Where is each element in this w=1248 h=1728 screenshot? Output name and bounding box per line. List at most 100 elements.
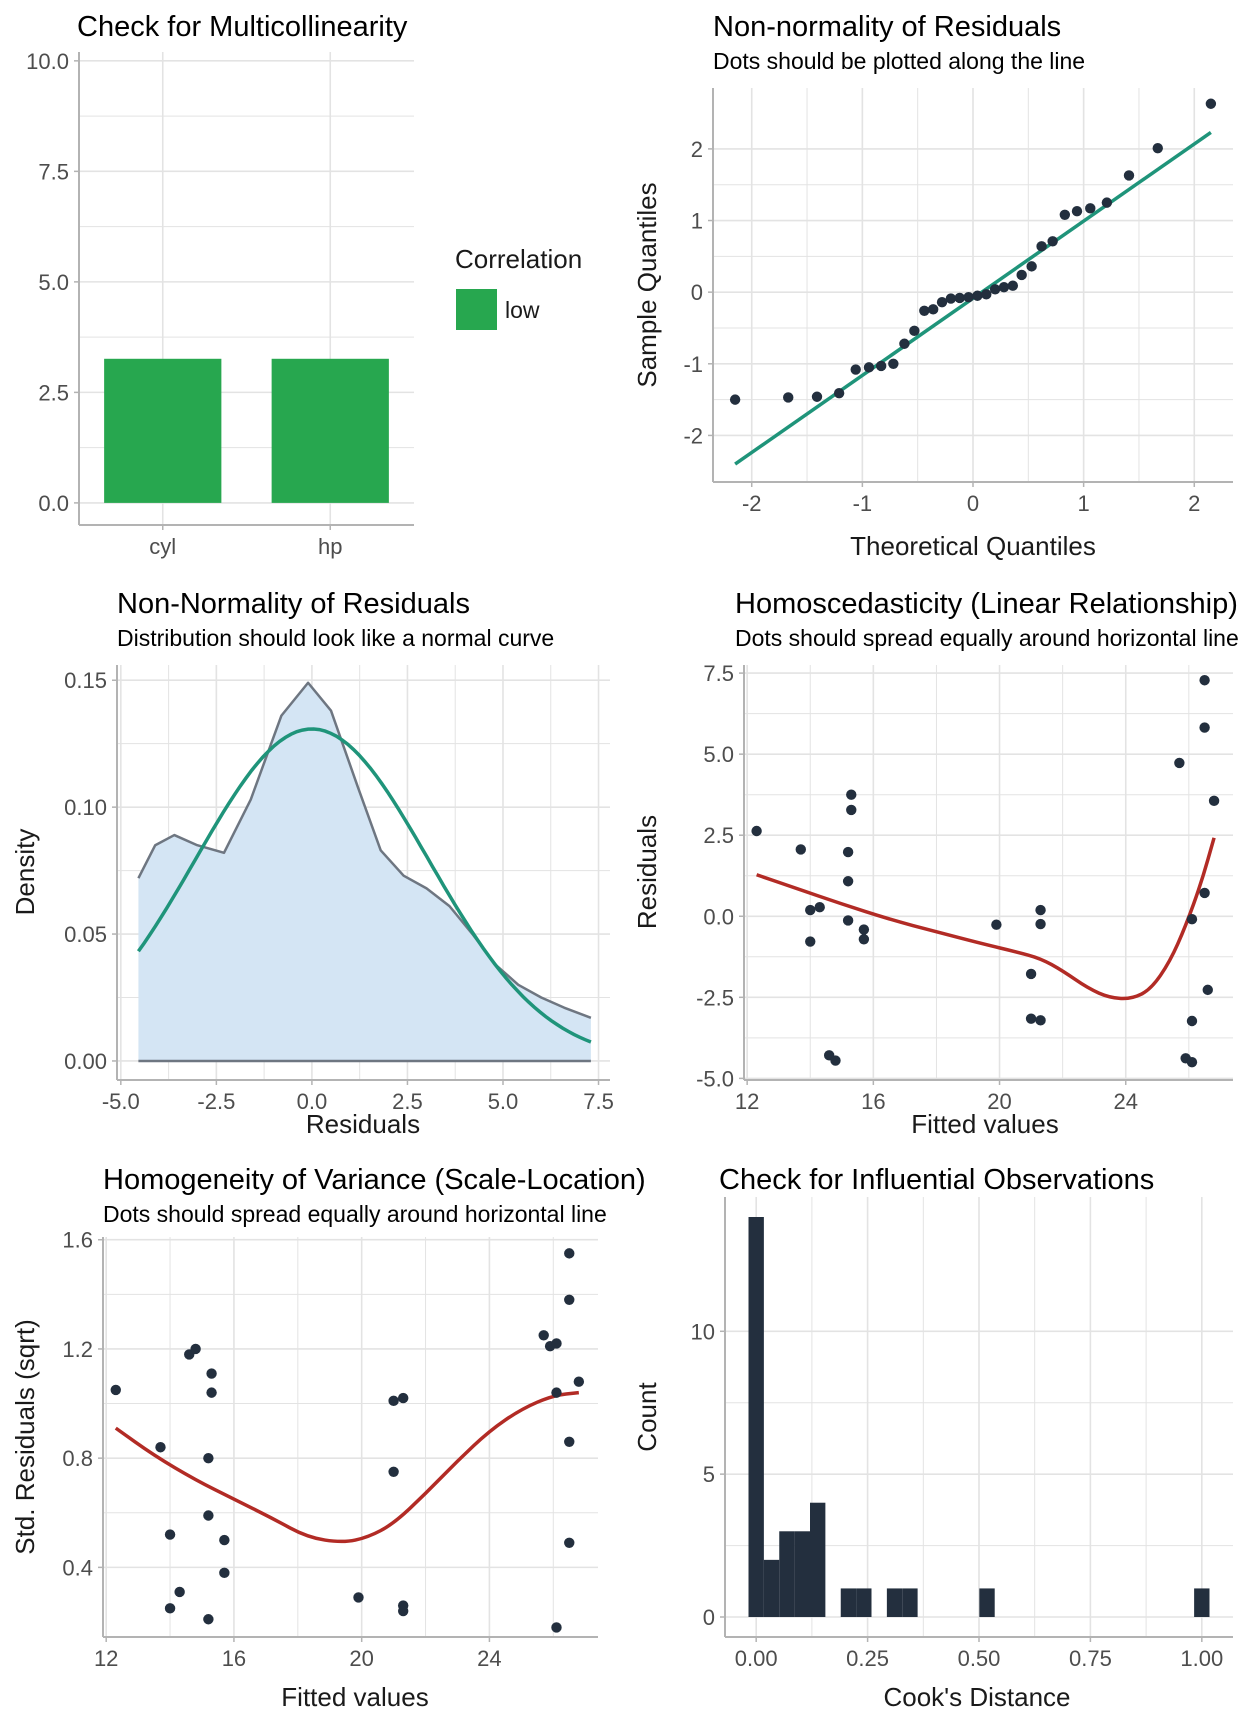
- residual-point: [564, 1248, 575, 1259]
- qq-point: [863, 362, 875, 373]
- legend-title: Correlation: [455, 244, 582, 274]
- x-axis-label: Cook's Distance: [883, 1682, 1070, 1712]
- residual-point: [842, 915, 854, 926]
- x-tick-label: -5.0: [102, 1089, 140, 1114]
- x-tick-label: 2: [1188, 491, 1200, 516]
- residual-point: [1199, 722, 1210, 733]
- residual-point: [1035, 918, 1046, 930]
- legend: Correlation low: [455, 244, 582, 330]
- normal-curve: [136, 727, 592, 1044]
- residual-point: [551, 1622, 562, 1633]
- residual-point: [805, 904, 816, 916]
- residual-point: [564, 1294, 575, 1305]
- qq-point: [972, 290, 983, 301]
- x-tick-label: 24: [477, 1646, 501, 1671]
- grid-homosc: [744, 665, 1233, 1080]
- residual-point: [842, 846, 854, 858]
- x-tick-label: 16: [222, 1646, 246, 1671]
- residual-point: [203, 1452, 214, 1464]
- chart-title: Check for Influential Observations: [719, 1164, 1154, 1196]
- residual-point: [551, 1387, 562, 1398]
- residual-point: [846, 789, 857, 800]
- histogram-bar: [979, 1588, 995, 1617]
- y-tick-label: 0.8: [62, 1446, 93, 1471]
- qq-point: [989, 284, 1001, 295]
- chart-title: Non-Normality of Residuals: [117, 588, 470, 620]
- x-tick-label: -2: [742, 491, 762, 516]
- qq-point: [899, 338, 910, 349]
- x-tick-label: 1.00: [1180, 1646, 1223, 1671]
- residual-point: [1025, 968, 1037, 980]
- qq-point: [1047, 236, 1058, 247]
- y-tick-label: -5.0: [696, 1066, 734, 1091]
- panel-cooks: 0 5 10 0.00 0.25 0.50 0.75 1.00 Check for Influe…: [632, 1164, 1233, 1712]
- residual-point: [1174, 757, 1185, 769]
- histogram-bar: [840, 1588, 857, 1617]
- plot-area-cooks: [748, 1217, 1210, 1617]
- qq-point: [998, 281, 1010, 293]
- histogram-bar: [1194, 1588, 1210, 1617]
- x-axis-label: Fitted values: [911, 1109, 1058, 1139]
- residual-point: [1035, 1015, 1046, 1026]
- x-tick-label: 2.5: [392, 1089, 423, 1114]
- residual-point: [846, 804, 857, 816]
- y-tick-label: 5: [703, 1462, 715, 1487]
- panel-homosc: -5.0 -2.5 0.0 2.5 5.0 7.5 12 16 20 24 Homoscedasti…: [632, 588, 1239, 1139]
- residual-point: [751, 825, 762, 837]
- qq-point: [850, 364, 861, 375]
- qq-point: [1007, 280, 1019, 291]
- histogram-bar: [886, 1588, 903, 1617]
- qq-point: [963, 291, 974, 303]
- bar-hp: [271, 358, 389, 503]
- residual-point: [538, 1330, 549, 1341]
- chart-title: Homogeneity of Variance (Scale-Location): [103, 1164, 646, 1196]
- qq-point: [927, 304, 939, 315]
- residual-point: [551, 1338, 562, 1349]
- y-tick-label: 0: [691, 280, 703, 305]
- chart-subtitle: Dots should spread equally around horizo…: [735, 625, 1239, 651]
- qq-point: [1059, 209, 1071, 220]
- residual-point: [353, 1592, 364, 1603]
- y-tick-label: 7.5: [703, 661, 734, 686]
- x-tick-label: cyl: [149, 534, 176, 559]
- residual-point: [858, 934, 870, 945]
- density-area: [138, 682, 591, 1061]
- qq-point: [1016, 269, 1027, 281]
- grid-qq: [713, 88, 1233, 482]
- y-tick-label: 2.5: [703, 823, 734, 848]
- x-tick-label: 5.0: [488, 1089, 519, 1114]
- x-tick-label: 20: [349, 1646, 373, 1671]
- x-axis-label: Theoretical Quantiles: [850, 531, 1096, 561]
- chart-subtitle: Dots should be plotted along the line: [713, 48, 1085, 74]
- residual-point: [206, 1368, 217, 1379]
- panel-qq: -2 -1 0 1 2 -2 -1 0 1 2 Non-normality of Residuals…: [632, 11, 1233, 561]
- residual-point: [573, 1376, 585, 1387]
- histogram-bar: [810, 1502, 826, 1617]
- y-tick-label: 1.6: [62, 1228, 93, 1253]
- x-tick-label: 0.50: [958, 1646, 1001, 1671]
- y-tick-label: 10.0: [26, 49, 69, 74]
- x-tick-label: 0.00: [735, 1646, 778, 1671]
- y-tick-label: 0.4: [62, 1555, 93, 1580]
- y-tick-label: -1: [683, 352, 703, 377]
- x-tick-label: 12: [94, 1646, 118, 1671]
- x-tick-label: 12: [735, 1089, 759, 1114]
- y-tick-label: -2.5: [696, 985, 734, 1010]
- residual-point: [1186, 1015, 1198, 1027]
- histogram-bar: [779, 1531, 795, 1617]
- qq-point: [1085, 203, 1096, 214]
- chart-title: Non-normality of Residuals: [713, 11, 1061, 43]
- residual-point: [206, 1387, 217, 1398]
- x-axis-label: Residuals: [306, 1109, 420, 1139]
- residual-point: [164, 1603, 176, 1614]
- x-axis-label: Fitted values: [281, 1682, 428, 1712]
- legend-swatch-low: [456, 289, 497, 330]
- qq-point: [919, 305, 930, 316]
- x-tick-label: 0: [967, 491, 979, 516]
- x-tick-label: -2.5: [197, 1089, 235, 1114]
- residual-point: [564, 1537, 575, 1549]
- grid-scaleloc: [103, 1237, 598, 1637]
- x-tick-label: 0.0: [297, 1089, 328, 1114]
- residual-point: [842, 876, 854, 887]
